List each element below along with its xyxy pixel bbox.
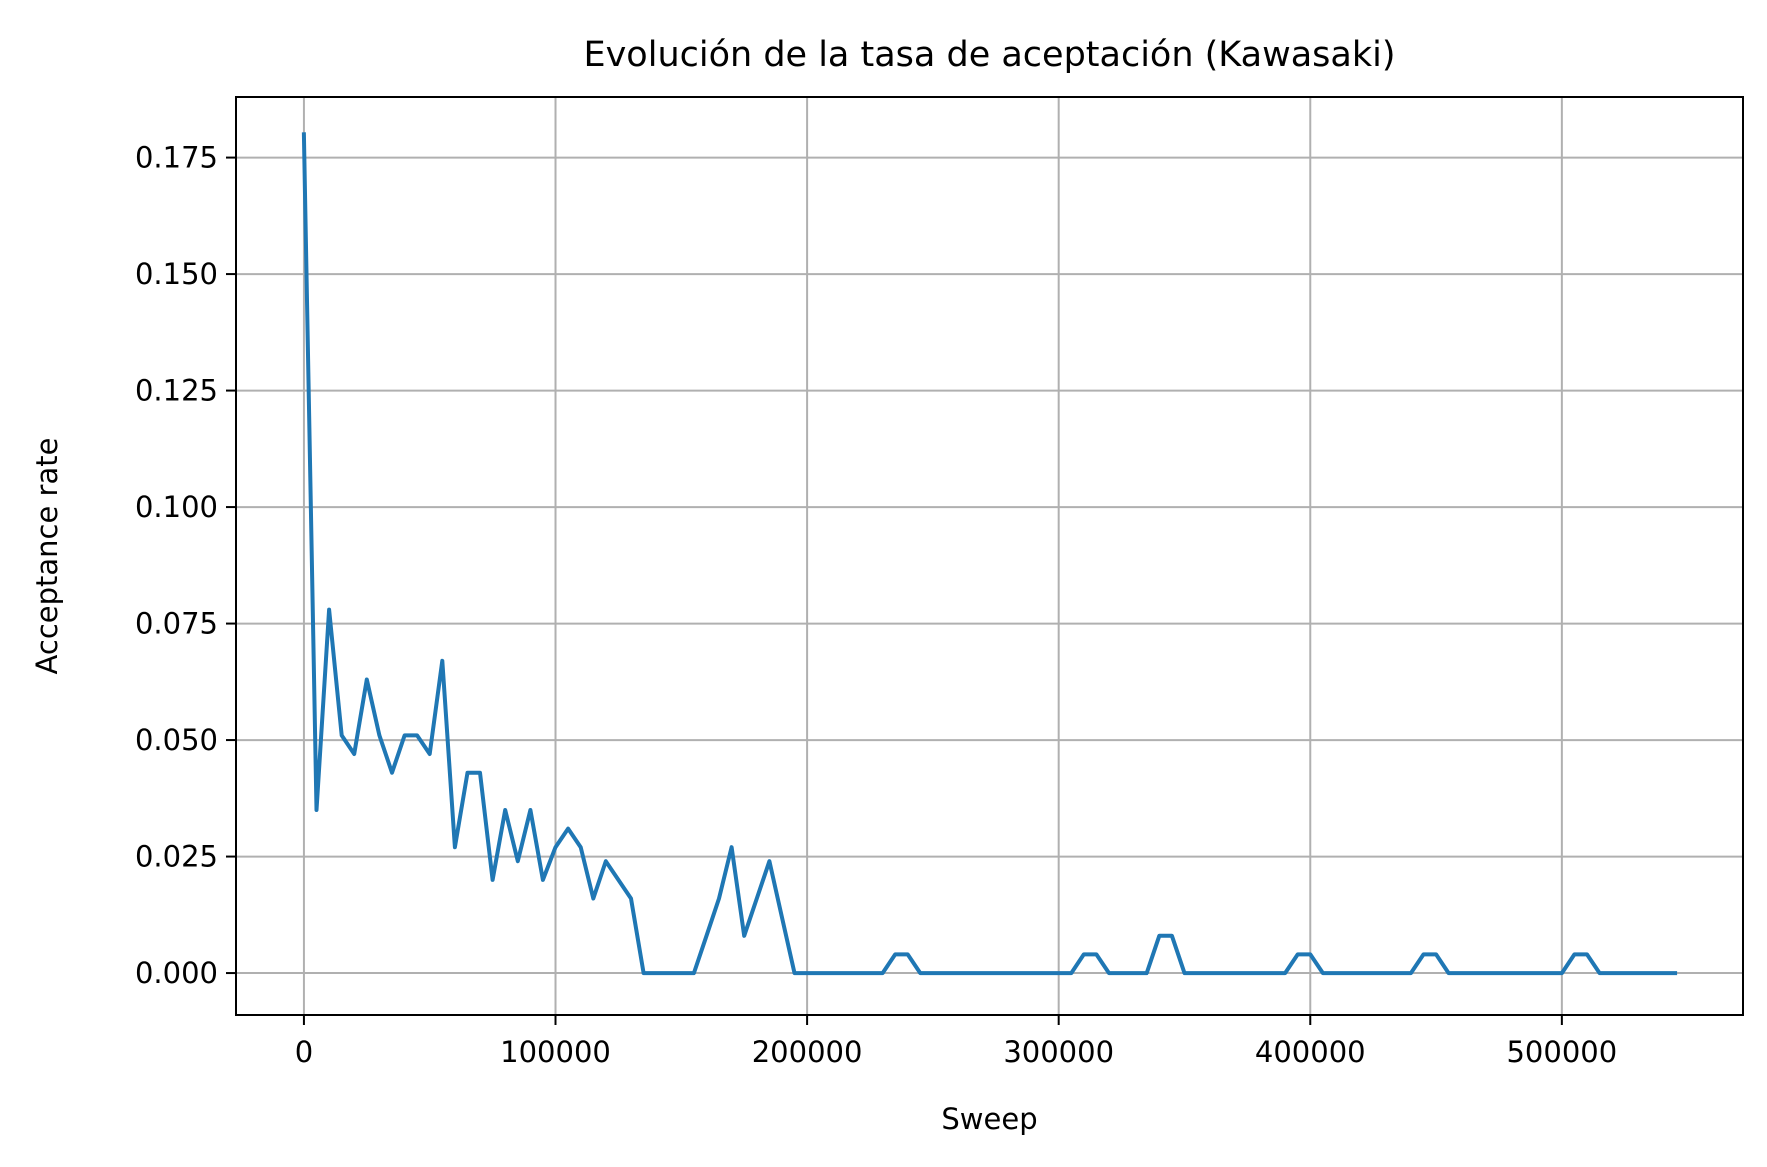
axes-frame [235, 96, 1744, 1016]
y-tick-label: 0.025 [135, 840, 218, 874]
y-tick-label: 0.100 [135, 490, 218, 524]
y-axis-label: Acceptance rate [30, 438, 64, 675]
y-tick-label: 0.150 [135, 257, 218, 291]
y-axis-ticks: 0.000 0.025 0.050 0.075 0.100 0.125 0.150 0.175 [135, 141, 236, 990]
series-line [301, 132, 1678, 976]
grid-lines [236, 97, 1743, 1015]
y-tick-label: 0.000 [135, 956, 218, 990]
x-tick-label: 100000 [500, 1035, 611, 1069]
x-tick-label: 400000 [1255, 1035, 1366, 1069]
y-tick-label: 0.125 [135, 374, 218, 408]
x-axis-label: Sweep [941, 1102, 1037, 1136]
plot-lines [301, 132, 1678, 976]
y-tick-label: 0.175 [135, 141, 218, 175]
x-tick-label: 200000 [752, 1035, 863, 1069]
y-tick-label: 0.050 [135, 723, 218, 757]
y-tick-label: 0.075 [135, 607, 218, 641]
x-tick-label: 300000 [1003, 1035, 1114, 1069]
x-tick-label: 0 [295, 1035, 313, 1069]
chart-title: Evolución de la tasa de aceptación (Kawa… [583, 35, 1395, 75]
x-tick-label: 500000 [1506, 1035, 1617, 1069]
x-axis-ticks: 0 100000 200000 300000 400000 500000 [295, 1015, 1617, 1069]
